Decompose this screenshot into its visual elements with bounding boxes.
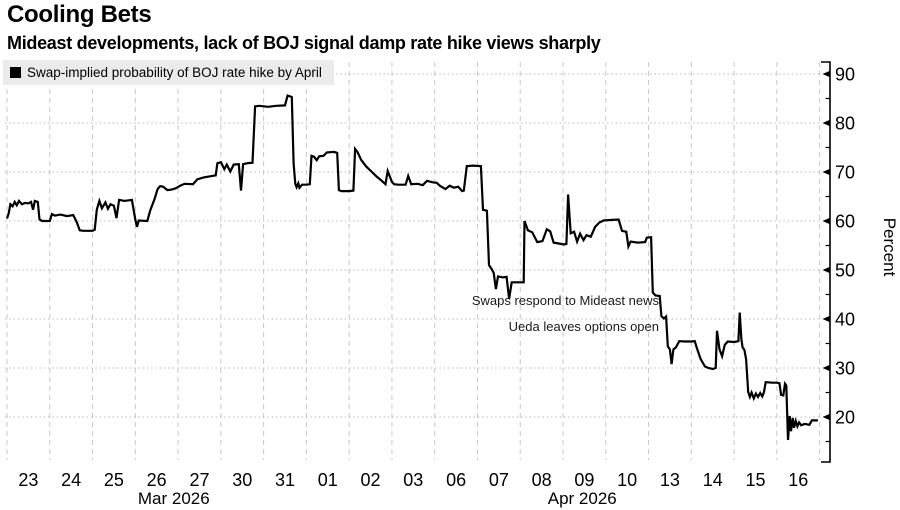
chart-subtitle: Mideast developments, lack of BOJ signal… — [7, 33, 601, 53]
x-tick-labels: 23 24 25 26 27 30 31 01 02 03 06 07 08 09 10 13 14 15 16 — [18, 470, 808, 490]
svg-text:13: 13 — [660, 470, 680, 490]
page-title: Cooling Bets — [7, 1, 152, 28]
annotation-ueda-options-open: Ueda leaves options open — [508, 319, 659, 334]
svg-text:16: 16 — [788, 470, 808, 490]
svg-text:30: 30 — [232, 470, 252, 490]
legend-swatch-icon — [10, 67, 21, 78]
svg-text:60: 60 — [835, 212, 855, 232]
legend: Swap-implied probability of BOJ rate hik… — [3, 60, 334, 85]
series-line — [5, 94, 818, 441]
svg-text:14: 14 — [703, 470, 723, 490]
svg-text:07: 07 — [489, 470, 509, 490]
svg-text:23: 23 — [18, 470, 38, 490]
annotation-swaps-mideast-news: Swaps respond to Mideast news — [471, 293, 659, 308]
legend-label: Swap-implied probability of BOJ rate hik… — [27, 65, 322, 80]
svg-text:20: 20 — [835, 408, 855, 428]
svg-text:24: 24 — [61, 470, 81, 490]
vertical-gridlines — [6, 62, 821, 460]
svg-text:01: 01 — [318, 470, 338, 490]
svg-text:70: 70 — [835, 163, 855, 183]
svg-text:90: 90 — [835, 65, 855, 85]
svg-text:Apr 2026: Apr 2026 — [548, 489, 617, 508]
horizontal-gridlines — [5, 73, 820, 418]
month-labels: Mar 2026 Apr 2026 — [138, 489, 617, 508]
svg-text:10: 10 — [617, 470, 637, 490]
svg-text:50: 50 — [835, 261, 855, 281]
svg-text:30: 30 — [835, 359, 855, 379]
svg-text:15: 15 — [745, 470, 765, 490]
svg-text:08: 08 — [532, 470, 552, 490]
svg-text:09: 09 — [574, 470, 594, 490]
y-axis — [821, 61, 831, 463]
svg-text:26: 26 — [147, 470, 167, 490]
svg-text:02: 02 — [361, 470, 381, 490]
y-axis-title: Percent — [880, 218, 899, 277]
svg-text:Mar 2026: Mar 2026 — [138, 489, 210, 508]
svg-text:40: 40 — [835, 310, 855, 330]
svg-text:31: 31 — [275, 470, 295, 490]
svg-text:06: 06 — [446, 470, 466, 490]
svg-text:25: 25 — [104, 470, 124, 490]
y-tick-labels: 20 30 40 50 60 70 80 90 — [835, 65, 855, 428]
svg-text:03: 03 — [403, 470, 423, 490]
svg-text:80: 80 — [835, 114, 855, 134]
svg-text:27: 27 — [189, 470, 209, 490]
